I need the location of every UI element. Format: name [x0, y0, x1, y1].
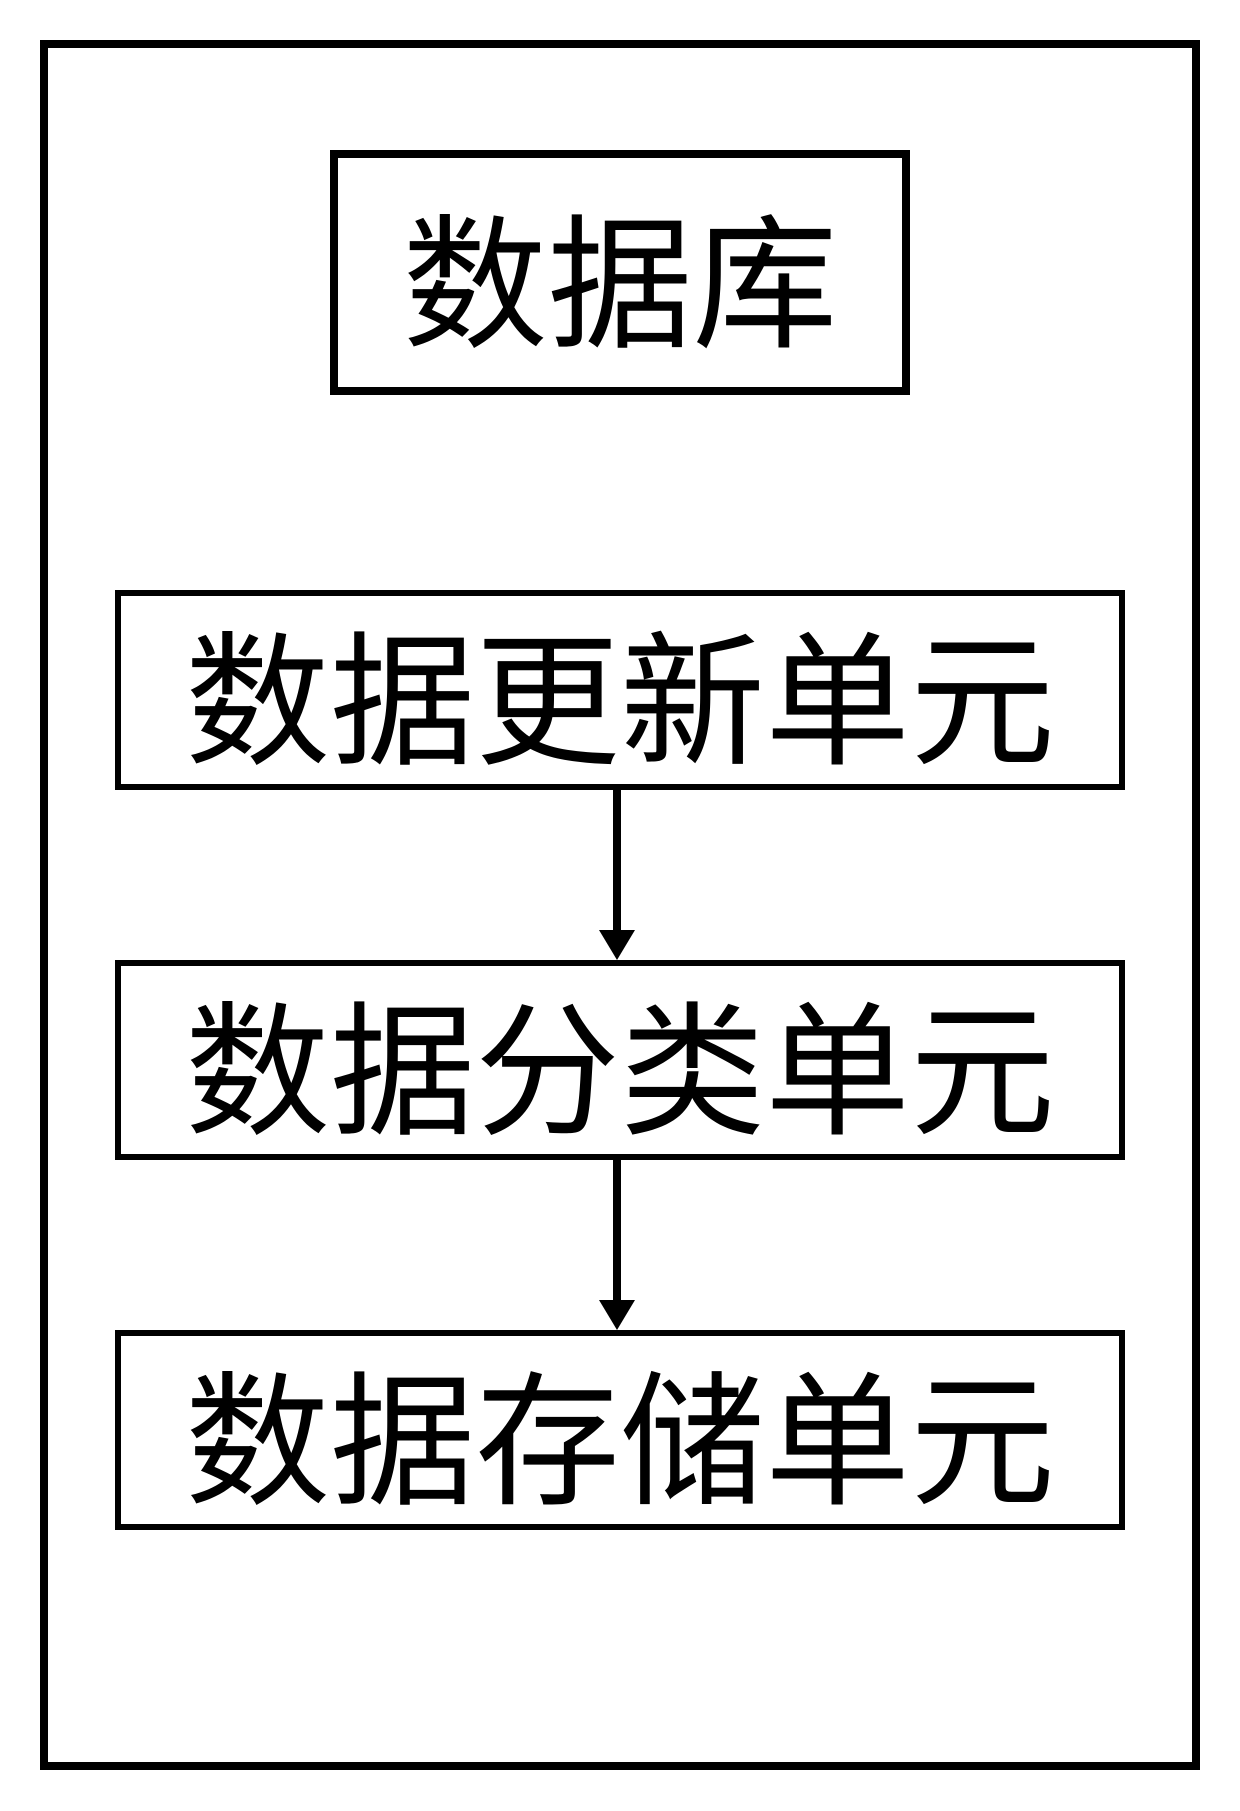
node-data-classify-unit: 数据分类单元	[115, 960, 1125, 1160]
node-data-classify-unit-label: 数据分类单元	[185, 955, 1055, 1165]
edge-2-line	[613, 1160, 621, 1300]
edge-2-arrowhead	[599, 1300, 635, 1330]
node-data-update-unit: 数据更新单元	[115, 590, 1125, 790]
node-database: 数据库	[330, 150, 910, 395]
edge-1-line	[613, 790, 621, 930]
node-data-storage-unit-label: 数据存储单元	[185, 1325, 1055, 1535]
node-data-update-unit-label: 数据更新单元	[185, 585, 1055, 795]
node-database-label: 数据库	[403, 168, 838, 378]
edge-1-arrowhead	[599, 930, 635, 960]
node-data-storage-unit: 数据存储单元	[115, 1330, 1125, 1530]
